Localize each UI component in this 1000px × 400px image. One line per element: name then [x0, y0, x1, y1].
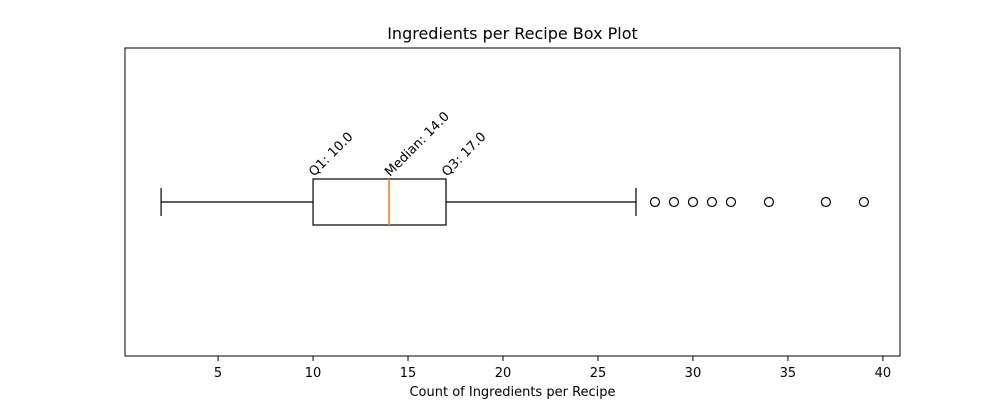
outlier-point — [763, 196, 775, 208]
outlier-point — [706, 196, 718, 208]
outlier-point — [820, 196, 832, 208]
annotation-q3: Q3: 17.0 — [439, 130, 489, 180]
x-axis: 5 10 15 20 25 30 35 40 — [214, 356, 891, 381]
chart-title: Ingredients per Recipe Box Plot — [387, 24, 638, 43]
x-tick-label-40: 40 — [875, 366, 892, 381]
box-body — [312, 178, 447, 226]
annotation-group: Q1: 10.0 Median: 14.0Q3: 17.0 — [306, 109, 489, 180]
x-tick-label-5: 5 — [214, 366, 222, 381]
outlier-point — [649, 196, 661, 208]
annotation-q1: Q1: 10.0 — [306, 130, 356, 180]
x-axis-label: Count of Ingredients per Recipe — [409, 385, 615, 400]
outlier-point — [668, 196, 680, 208]
x-tick-label-35: 35 — [780, 366, 797, 381]
x-tick-label-15: 15 — [400, 366, 417, 381]
plot-frame — [124, 47, 901, 357]
x-tick-label-30: 30 — [685, 366, 702, 381]
x-tick-label-20: 20 — [495, 366, 512, 381]
outlier-point — [725, 196, 737, 208]
outlier-point — [687, 196, 699, 208]
outlier-group — [649, 196, 870, 208]
x-tick-label-10: 10 — [305, 366, 322, 381]
box-plot-group — [160, 178, 637, 226]
x-tick-label-25: 25 — [590, 366, 607, 381]
outlier-point — [858, 196, 870, 208]
